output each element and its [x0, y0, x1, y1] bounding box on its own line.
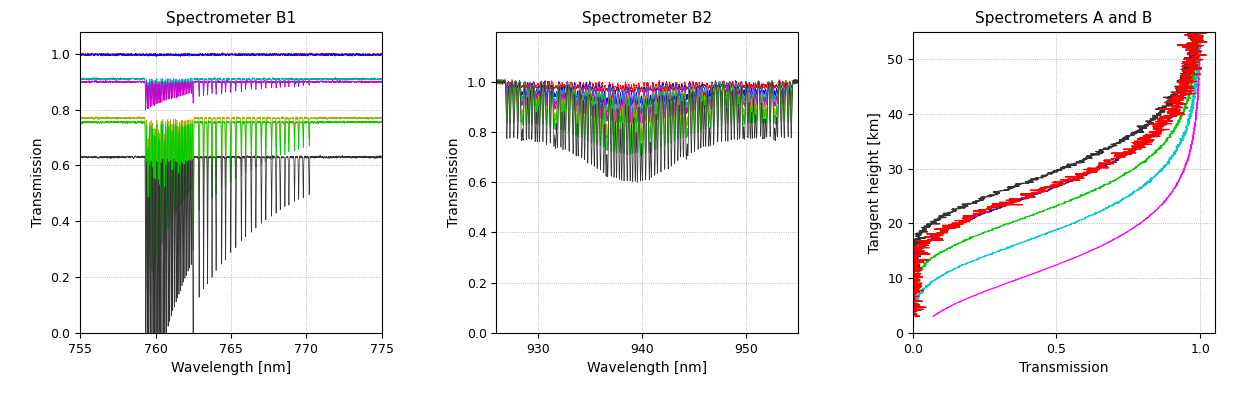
X-axis label: Transmission: Transmission [1018, 361, 1108, 375]
Title: Spectrometers A and B: Spectrometers A and B [975, 11, 1153, 26]
X-axis label: Wavelength [nm]: Wavelength [nm] [587, 361, 708, 375]
X-axis label: Wavelength [nm]: Wavelength [nm] [171, 361, 291, 375]
Y-axis label: Transmission: Transmission [448, 138, 461, 227]
Y-axis label: Tangent height [km]: Tangent height [km] [868, 112, 882, 253]
Y-axis label: Transmission: Transmission [31, 138, 44, 227]
Title: Spectrometer B2: Spectrometer B2 [582, 11, 713, 26]
Title: Spectrometer B1: Spectrometer B1 [166, 11, 296, 26]
